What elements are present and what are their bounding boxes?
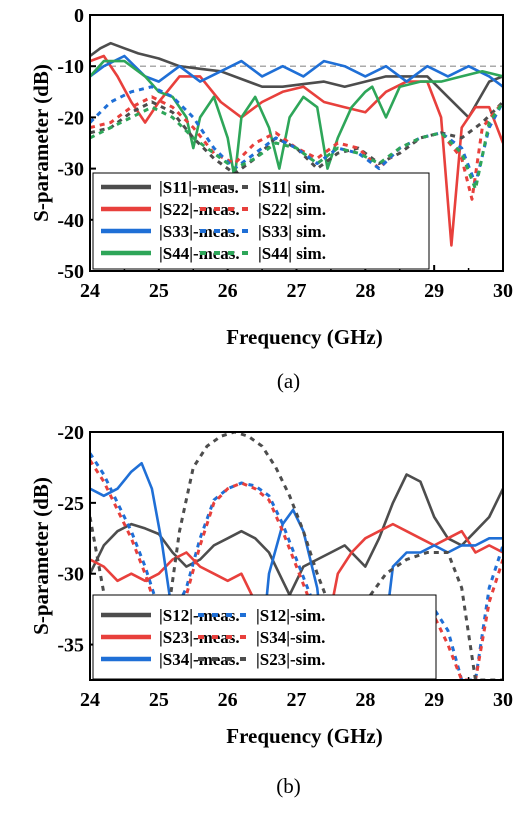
legend: |S12|-meas.|S23|-meas.|S34|-meas.|S12|-s… bbox=[92, 594, 437, 680]
y-axis-title: S-parameter (dB) bbox=[29, 64, 53, 222]
x-axis-title: Frequency (GHz) bbox=[226, 325, 383, 349]
x-tick-label: 29 bbox=[424, 280, 444, 302]
legend-label: |S44| sim. bbox=[258, 244, 326, 263]
x-tick-label: 30 bbox=[493, 689, 513, 711]
x-tick-label: 24 bbox=[80, 280, 100, 302]
chart-b: 24 25 26 27 28 29 30 -20 -25 -30 -35 Frequency (GHz… bbox=[29, 422, 513, 798]
legend-item: |S11| sim. bbox=[200, 178, 325, 197]
legend-item: |S34|-sim. bbox=[198, 628, 325, 647]
x-tick-label: 24 bbox=[80, 689, 100, 711]
x-tick-label: 30 bbox=[493, 280, 513, 302]
x-tick-label: 25 bbox=[149, 689, 169, 711]
legend-label: |S11| sim. bbox=[258, 178, 325, 197]
legend-label: |S22| sim. bbox=[258, 200, 326, 219]
legend-label: |S44|-meas. bbox=[159, 244, 240, 263]
figure-caption: (b) bbox=[276, 774, 301, 798]
legend-item: |S23|-sim. bbox=[198, 650, 325, 669]
series-line-4 bbox=[90, 459, 503, 680]
legend-item: |S22|-meas. bbox=[101, 200, 240, 219]
legend-label: |S22|-meas. bbox=[159, 200, 240, 219]
x-tick-label: 27 bbox=[287, 689, 307, 711]
x-tick-label: 28 bbox=[355, 280, 375, 302]
y-tick-label: -30 bbox=[57, 564, 84, 586]
legend-label: |S33| sim. bbox=[258, 222, 326, 241]
legend-label: |S12|-sim. bbox=[256, 606, 325, 625]
legend-item: |S12|-sim. bbox=[198, 606, 325, 625]
series-line-7 bbox=[90, 101, 503, 191]
legend: |S11|-meas. |S22|-meas. |S33|-meas. |S44|-m… bbox=[92, 172, 430, 270]
plot-area bbox=[90, 41, 503, 247]
y-tick-label: 0 bbox=[74, 5, 84, 27]
y-tick-label: -10 bbox=[57, 56, 84, 78]
series-line-1 bbox=[90, 54, 503, 247]
x-tick-label: 28 bbox=[355, 689, 375, 711]
x-axis-title: Frequency (GHz) bbox=[226, 724, 383, 748]
x-tick-label: 25 bbox=[149, 280, 169, 302]
y-tick-label: -50 bbox=[57, 261, 84, 283]
series-line-5 bbox=[90, 95, 503, 201]
legend-label: |S11|-meas. bbox=[159, 178, 239, 197]
x-tick-label: 27 bbox=[287, 280, 307, 302]
legend-item: |S33|-meas. bbox=[101, 222, 240, 241]
y-tick-label: -30 bbox=[57, 159, 84, 181]
legend-label: |S23|-sim. bbox=[256, 650, 325, 669]
y-tick-label: -40 bbox=[57, 210, 84, 232]
y-tick-label: -20 bbox=[57, 422, 84, 444]
legend-label: |S34|-sim. bbox=[256, 628, 325, 647]
y-tick-label: -20 bbox=[57, 107, 84, 129]
chart-a: 24 25 26 27 28 29 30 0 -10 -20 -30 -40 -50 Frequency … bbox=[29, 5, 513, 393]
legend-item: |S11|-meas. bbox=[101, 178, 239, 197]
legend-label: |S33|-meas. bbox=[159, 222, 240, 241]
series-line-3 bbox=[90, 452, 503, 680]
legend-item: |S33| sim. bbox=[200, 222, 326, 241]
series-line-6 bbox=[90, 85, 503, 186]
series-line-2 bbox=[90, 54, 503, 88]
y-tick-label: -35 bbox=[57, 635, 84, 657]
y-axis-title: S-parameter (dB) bbox=[29, 477, 53, 635]
legend-item: |S44|-meas. bbox=[101, 244, 240, 263]
series-line-3 bbox=[90, 59, 503, 181]
x-tick-label: 29 bbox=[424, 689, 444, 711]
figure-caption: (a) bbox=[277, 369, 300, 393]
legend-item: |S22| sim. bbox=[200, 200, 326, 219]
series-line-0 bbox=[90, 41, 503, 119]
series-line-5 bbox=[90, 432, 503, 680]
legend-item: |S44| sim. bbox=[200, 244, 326, 263]
x-tick-label: 26 bbox=[218, 280, 238, 302]
y-tick-label: -25 bbox=[57, 493, 84, 515]
plot-area bbox=[90, 432, 503, 680]
x-tick-label: 26 bbox=[218, 689, 238, 711]
